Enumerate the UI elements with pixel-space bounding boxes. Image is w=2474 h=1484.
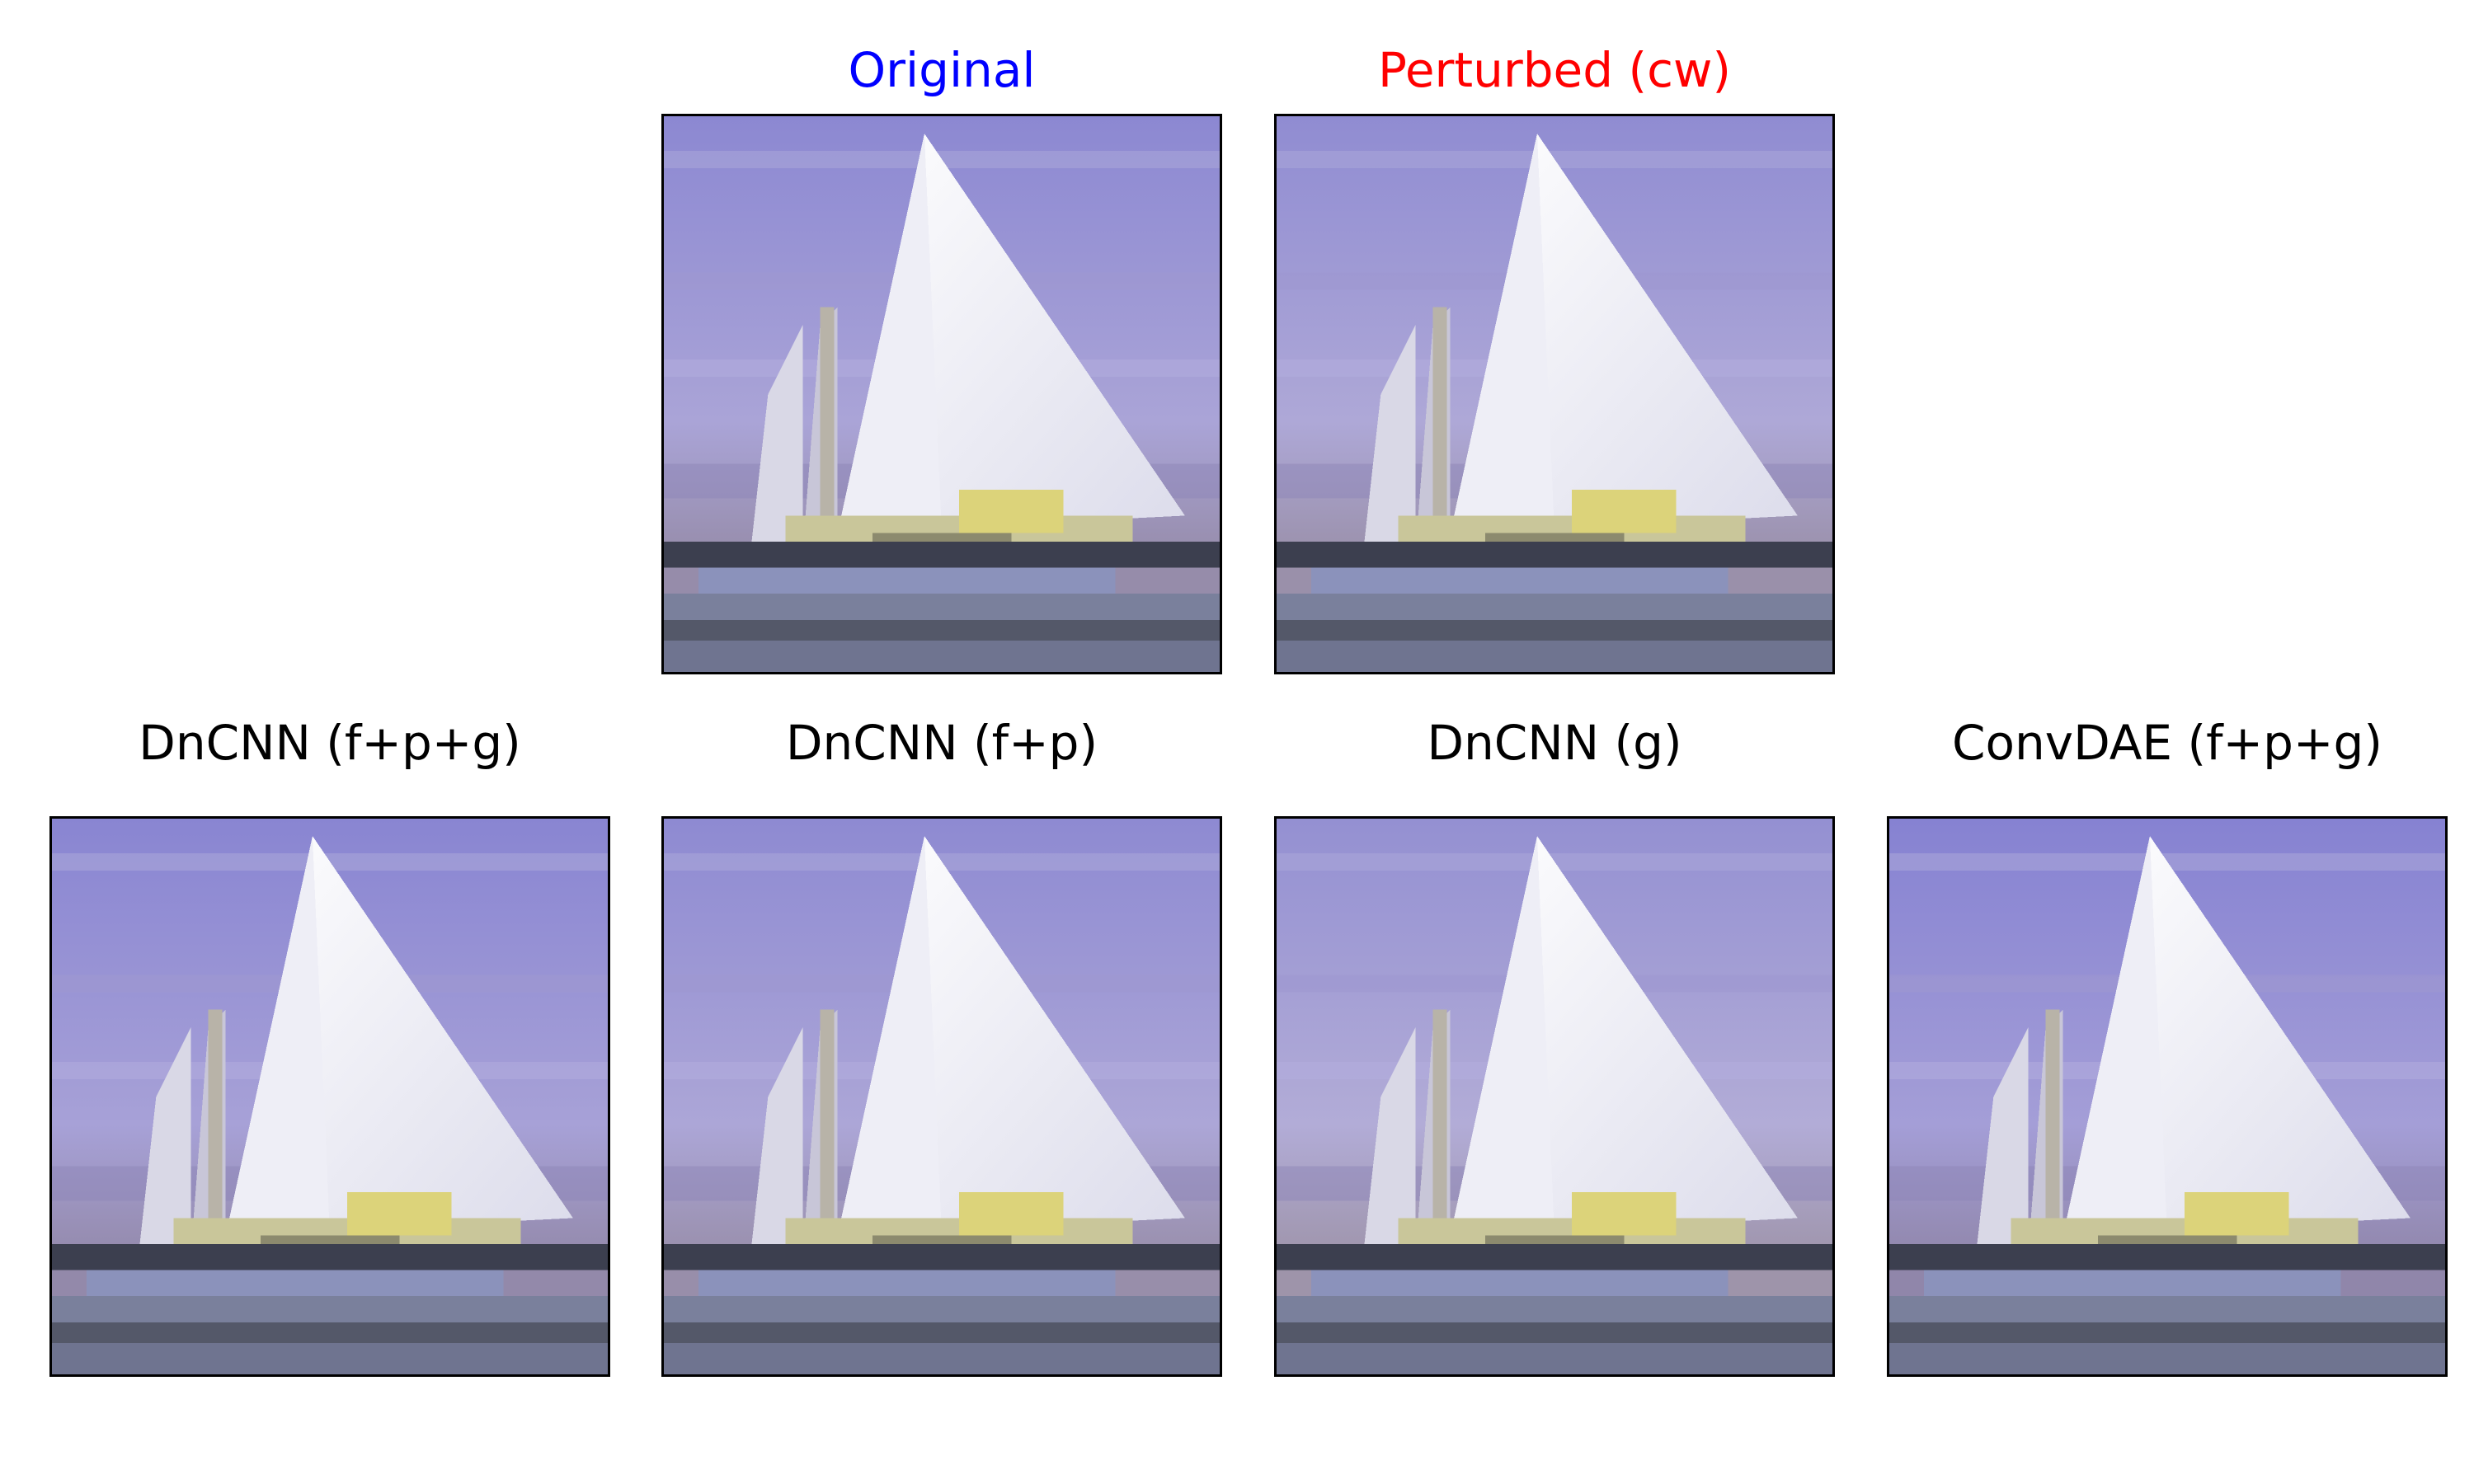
image-perturbed [1274, 114, 1835, 674]
image-dncnn-fpg [49, 816, 610, 1377]
panel-title-convdae-fpg: ConvDAE (f+p+g) [1952, 715, 2382, 771]
panel-title-dncnn-g: DnCNN (g) [1427, 715, 1682, 771]
image-original [661, 114, 1222, 674]
panel-title-original: Original [848, 42, 1036, 98]
image-dncnn-g [1274, 816, 1835, 1377]
image-dncnn-fp [661, 816, 1222, 1377]
image-convdae-fpg [1887, 816, 2448, 1377]
panel-title-dncnn-fp: DnCNN (f+p) [785, 715, 1098, 771]
panel-title-perturbed: Perturbed (cw) [1377, 42, 1732, 98]
panel-title-dncnn-fpg: DnCNN (f+p+g) [139, 715, 521, 771]
